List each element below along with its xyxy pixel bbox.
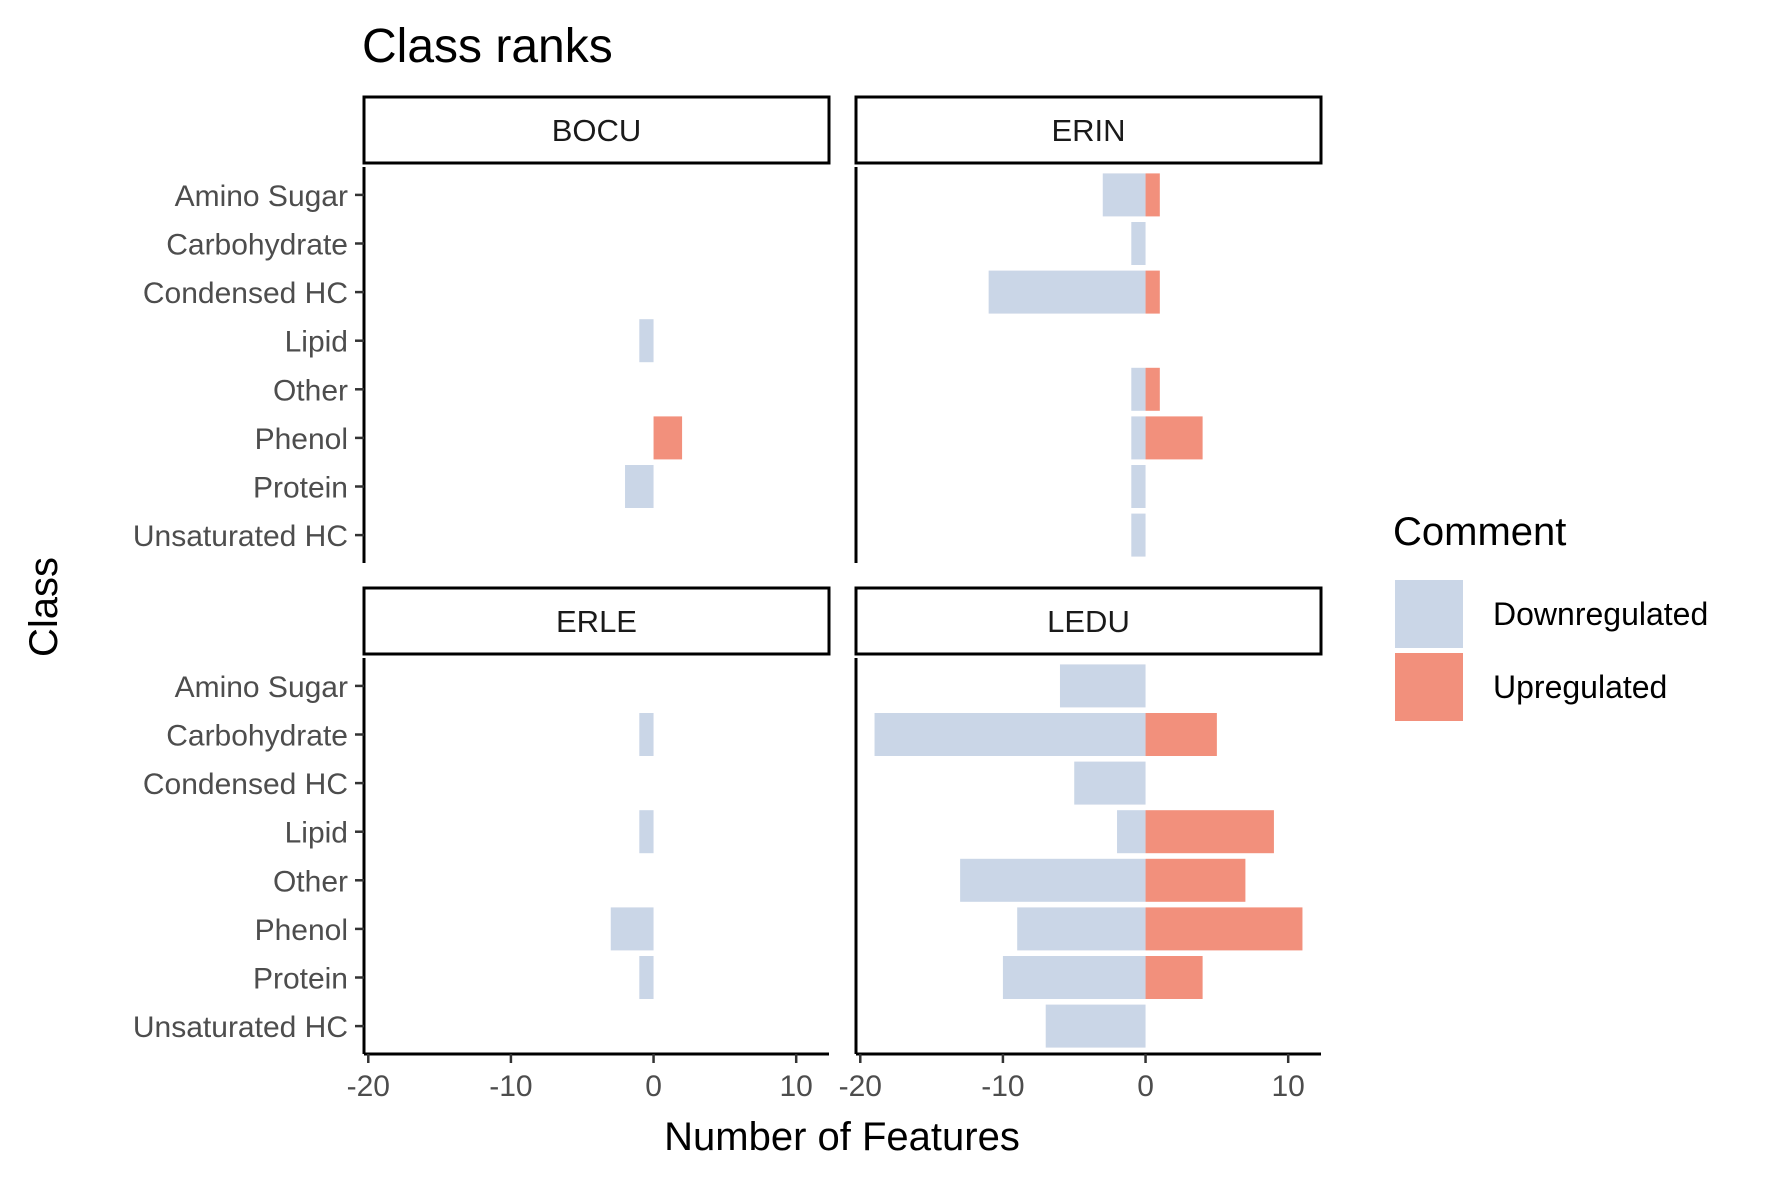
y-tick-label: Amino Sugar bbox=[175, 180, 348, 213]
bar-downregulated-amino-sugar bbox=[1059, 664, 1146, 708]
y-tick-label: Carbohydrate bbox=[166, 720, 348, 753]
bar-upregulated-lipid bbox=[1145, 810, 1274, 854]
bar-downregulated-lipid bbox=[639, 810, 654, 854]
bar-upregulated-other bbox=[1145, 367, 1160, 411]
bar-upregulated-phenol bbox=[653, 416, 683, 460]
bar-downregulated-phenol bbox=[1017, 907, 1146, 951]
legend: Comment Downregulated Upregulated bbox=[1393, 510, 1708, 721]
bar-downregulated-protein bbox=[639, 956, 654, 999]
legend-swatch-upregulated bbox=[1395, 653, 1463, 721]
x-tick-label: -10 bbox=[489, 1070, 532, 1103]
bar-downregulated-other bbox=[1131, 367, 1146, 411]
bar-downregulated-protein bbox=[1131, 465, 1146, 508]
panel-erle: ERLE -20 -10 0 10 Unsaturated HC Protein Phenol… bbox=[133, 586, 831, 1103]
bar-downregulated-unsaturated-hc bbox=[1131, 513, 1146, 557]
facet-strip bbox=[362, 95, 831, 165]
facet-strip bbox=[362, 586, 831, 656]
legend-label-downregulated: Downregulated bbox=[1493, 596, 1708, 632]
legend-swatch-downregulated bbox=[1395, 580, 1463, 648]
y-tick-label: Amino Sugar bbox=[175, 671, 348, 704]
facet-panels: BOCU Unsaturated HC Protein Phenol Other Lipi… bbox=[133, 95, 1323, 1103]
facet-strip bbox=[854, 95, 1323, 165]
y-tick-label: Condensed HC bbox=[143, 277, 348, 310]
panel-ledu: LEDU -20 -10 0 10 bbox=[839, 586, 1323, 1103]
bar-downregulated-lipid bbox=[639, 319, 654, 363]
x-tick-label: 0 bbox=[645, 1070, 662, 1103]
facet-strip-label: BOCU bbox=[552, 113, 642, 148]
bar-downregulated-lipid bbox=[1117, 810, 1146, 854]
bar-downregulated-condensed-hc bbox=[1074, 761, 1146, 805]
panel-erin: ERIN bbox=[854, 95, 1323, 563]
bar-downregulated-protein bbox=[625, 465, 654, 508]
legend-title: Comment bbox=[1393, 510, 1566, 554]
x-tick-label: 10 bbox=[780, 1070, 813, 1103]
x-tick-label: -10 bbox=[981, 1070, 1024, 1103]
bar-upregulated-protein bbox=[1145, 956, 1203, 999]
bar-upregulated-other bbox=[1145, 858, 1246, 902]
y-tick-label: Unsaturated HC bbox=[133, 1011, 348, 1044]
bar-downregulated-carbohydrate bbox=[1131, 222, 1146, 265]
x-tick-label: 10 bbox=[1272, 1070, 1305, 1103]
bar-downregulated-phenol bbox=[1131, 416, 1146, 460]
bar-downregulated-carbohydrate bbox=[639, 713, 654, 756]
bar-downregulated-carbohydrate bbox=[874, 713, 1146, 756]
chart-title: Class ranks bbox=[362, 20, 613, 73]
x-tick-label: -20 bbox=[347, 1070, 390, 1103]
y-tick-label: Phenol bbox=[255, 423, 348, 456]
y-tick-label: Phenol bbox=[255, 914, 348, 947]
facet-strip-label: ERLE bbox=[556, 604, 637, 639]
y-tick-label: Other bbox=[273, 865, 348, 898]
bar-downregulated-unsaturated-hc bbox=[1045, 1004, 1146, 1048]
y-tick-label: Protein bbox=[253, 472, 348, 505]
bar-downregulated-condensed-hc bbox=[988, 270, 1146, 314]
x-tick-label: -20 bbox=[839, 1070, 882, 1103]
bar-upregulated-phenol bbox=[1145, 416, 1203, 460]
y-tick-label: Protein bbox=[253, 963, 348, 996]
facet-strip bbox=[854, 586, 1323, 656]
facet-strip-label: ERIN bbox=[1051, 113, 1125, 148]
bar-downregulated-amino-sugar bbox=[1102, 173, 1146, 217]
legend-label-upregulated: Upregulated bbox=[1493, 669, 1667, 705]
y-tick-label: Condensed HC bbox=[143, 768, 348, 801]
y-axis-title: Class bbox=[22, 557, 66, 657]
y-tick-label: Lipid bbox=[285, 326, 348, 359]
facet-strip-label: LEDU bbox=[1047, 604, 1130, 639]
bar-downregulated-other bbox=[960, 858, 1146, 902]
bar-upregulated-phenol bbox=[1145, 907, 1303, 951]
bar-upregulated-carbohydrate bbox=[1145, 713, 1217, 756]
bar-upregulated-condensed-hc bbox=[1145, 270, 1160, 314]
x-tick-label: 0 bbox=[1137, 1070, 1154, 1103]
panel-bocu: BOCU Unsaturated HC Protein Phenol Other Lipi… bbox=[133, 95, 831, 563]
bar-upregulated-amino-sugar bbox=[1145, 173, 1160, 217]
x-axis-title: Number of Features bbox=[664, 1115, 1020, 1159]
y-tick-label: Lipid bbox=[285, 817, 348, 850]
y-tick-label: Carbohydrate bbox=[166, 229, 348, 262]
bar-downregulated-phenol bbox=[610, 907, 654, 951]
y-tick-label: Other bbox=[273, 374, 348, 407]
y-tick-label: Unsaturated HC bbox=[133, 520, 348, 553]
bar-downregulated-protein bbox=[1002, 956, 1146, 999]
